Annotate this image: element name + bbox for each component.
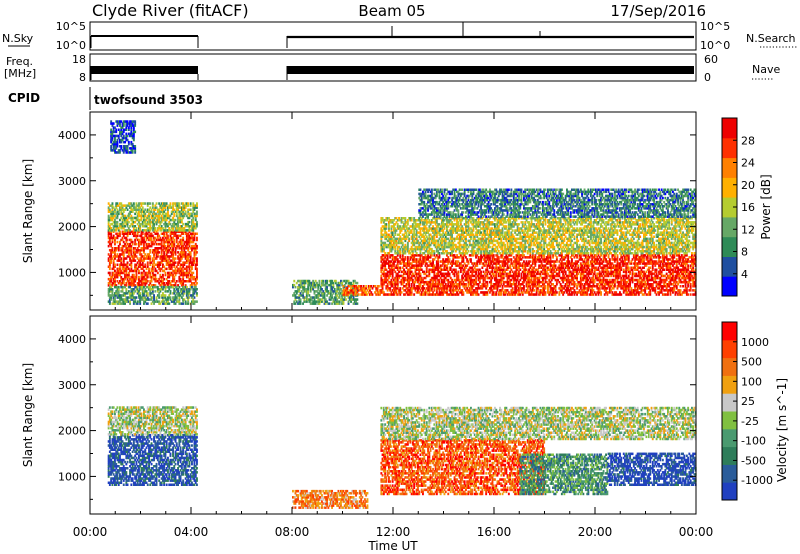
freq-tick-bottom: 8 bbox=[79, 71, 86, 84]
nave-tick-top: 60 bbox=[704, 53, 718, 66]
data-cell bbox=[154, 227, 156, 230]
data-cell bbox=[196, 282, 198, 285]
date-title: 17/Sep/2016 bbox=[610, 2, 706, 20]
data-cell bbox=[138, 270, 140, 273]
data-cell bbox=[136, 243, 138, 246]
data-cell bbox=[144, 202, 146, 205]
data-cell bbox=[127, 261, 129, 264]
data-cell bbox=[196, 245, 198, 248]
data-cell bbox=[148, 268, 150, 271]
data-cell bbox=[189, 221, 191, 224]
data-cell bbox=[112, 247, 114, 250]
data-cell bbox=[163, 278, 165, 281]
data-cell bbox=[196, 268, 198, 271]
data-cell bbox=[138, 276, 140, 279]
data-cell bbox=[165, 272, 167, 275]
data-cell bbox=[196, 257, 198, 260]
data-cell bbox=[132, 241, 134, 244]
data-cell bbox=[175, 257, 177, 260]
data-cell bbox=[176, 280, 178, 283]
data-cell bbox=[139, 292, 141, 295]
data-cell bbox=[170, 202, 172, 205]
cpid-label: CPID bbox=[8, 91, 40, 105]
data-cell bbox=[162, 274, 164, 277]
data-cell bbox=[154, 274, 156, 277]
data-cell bbox=[185, 251, 187, 254]
data-cell bbox=[196, 237, 198, 240]
data-cell bbox=[136, 227, 138, 230]
data-cell bbox=[117, 264, 119, 267]
data-cell bbox=[196, 221, 198, 224]
noise-right-tick-top: 10^5 bbox=[700, 20, 730, 33]
data-cell bbox=[190, 209, 192, 212]
freq-label-2: [MHz] bbox=[4, 67, 36, 80]
data-cell bbox=[173, 239, 175, 242]
nave-tick-bottom: 0 bbox=[704, 71, 711, 84]
data-cell bbox=[127, 209, 129, 212]
beam-title: Beam 05 bbox=[358, 2, 425, 20]
data-cell bbox=[175, 261, 177, 264]
data-cell bbox=[134, 259, 136, 262]
nave-label: Nave bbox=[752, 63, 780, 76]
data-cell bbox=[133, 202, 135, 205]
data-cell bbox=[192, 272, 194, 275]
noise-right-tick-bottom: 10^0 bbox=[700, 39, 730, 52]
noise-trace bbox=[91, 22, 694, 48]
data-cell bbox=[112, 288, 114, 291]
data-cell bbox=[196, 211, 198, 214]
data-cell bbox=[144, 264, 146, 267]
data-cell bbox=[190, 202, 192, 205]
data-cell bbox=[127, 239, 129, 242]
data-cell bbox=[147, 280, 149, 283]
data-cell bbox=[187, 202, 189, 205]
data-cell bbox=[167, 235, 169, 238]
frequency-trace bbox=[91, 66, 694, 80]
data-cell bbox=[157, 272, 159, 275]
data-cell bbox=[118, 286, 120, 289]
data-cell bbox=[158, 251, 160, 254]
frequency-panel: Freq. [MHz] 18 8 60 0 Nave bbox=[4, 53, 780, 84]
data-cell bbox=[149, 255, 151, 258]
data-cell bbox=[196, 251, 198, 254]
noise-left-tick-bottom: 10^0 bbox=[56, 39, 86, 52]
data-cell bbox=[156, 202, 158, 205]
data-cell bbox=[175, 219, 177, 222]
data-cell bbox=[182, 223, 184, 226]
data-cell bbox=[136, 296, 138, 299]
data-cell bbox=[117, 221, 119, 224]
data-cell bbox=[182, 237, 184, 240]
data-cell bbox=[117, 241, 119, 244]
data-cell bbox=[128, 221, 130, 224]
nsearch-label: N.Search bbox=[746, 32, 796, 45]
data-cell bbox=[149, 202, 151, 205]
radar-summary-plot: Clyde River (fitACF) Beam 05 17/Sep/2016… bbox=[0, 0, 800, 554]
noise-panel: N.Sky 10^5 10^0 10^5 10^0 N.Search bbox=[2, 20, 798, 52]
data-cell bbox=[166, 202, 168, 205]
data-cell bbox=[114, 264, 116, 267]
data-cell bbox=[120, 257, 122, 260]
data-cell bbox=[125, 288, 127, 291]
data-cell bbox=[166, 268, 168, 271]
data-cell bbox=[112, 202, 114, 205]
data-cell bbox=[137, 286, 139, 289]
data-cell bbox=[185, 211, 187, 214]
data-cell bbox=[196, 202, 198, 205]
freq-tick-top: 18 bbox=[72, 53, 86, 66]
data-cell bbox=[147, 261, 149, 264]
data-cell bbox=[149, 249, 151, 252]
data-cell bbox=[109, 272, 111, 275]
data-cell bbox=[142, 206, 144, 209]
noise-left-tick-top: 10^5 bbox=[56, 20, 86, 33]
station-title: Clyde River (fitACF) bbox=[92, 1, 249, 20]
nsky-label: N.Sky bbox=[2, 32, 34, 45]
data-cell bbox=[196, 233, 198, 236]
cpid-value: twofsound 3503 bbox=[94, 93, 203, 107]
data-cell bbox=[178, 202, 180, 205]
data-cell bbox=[129, 229, 131, 232]
data-cell bbox=[152, 202, 154, 205]
